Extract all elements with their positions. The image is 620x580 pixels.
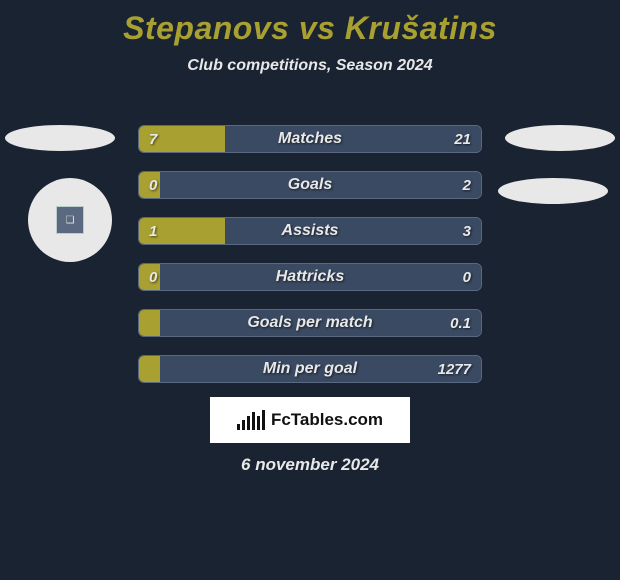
footer-date: 6 november 2024 (0, 455, 620, 475)
stat-label: Goals per match (139, 310, 481, 336)
player-left-badge-inner: ❏ (56, 206, 84, 234)
stat-row: 13Assists (138, 217, 482, 245)
stat-row: 0.1Goals per match (138, 309, 482, 337)
page-title: Stepanovs vs Krušatins (0, 0, 620, 47)
stat-label: Hattricks (139, 264, 481, 290)
player-right-avatar-placeholder-2 (498, 178, 608, 204)
stats-container: 721Matches 02Goals 13Assists 00Hattricks 0.1… (138, 125, 482, 401)
stat-row: 02Goals (138, 171, 482, 199)
stat-row: 1277Min per goal (138, 355, 482, 383)
subtitle: Club competitions, Season 2024 (0, 57, 620, 75)
player-right-avatar-placeholder (505, 125, 615, 151)
watermark-text: FcTables.com (271, 410, 383, 430)
stat-row: 721Matches (138, 125, 482, 153)
watermark-bars-icon (237, 410, 265, 430)
watermark: FcTables.com (210, 397, 410, 443)
stat-label: Assists (139, 218, 481, 244)
stat-label: Matches (139, 126, 481, 152)
stat-label: Goals (139, 172, 481, 198)
player-left-avatar-placeholder (5, 125, 115, 151)
stat-row: 00Hattricks (138, 263, 482, 291)
stat-label: Min per goal (139, 356, 481, 382)
